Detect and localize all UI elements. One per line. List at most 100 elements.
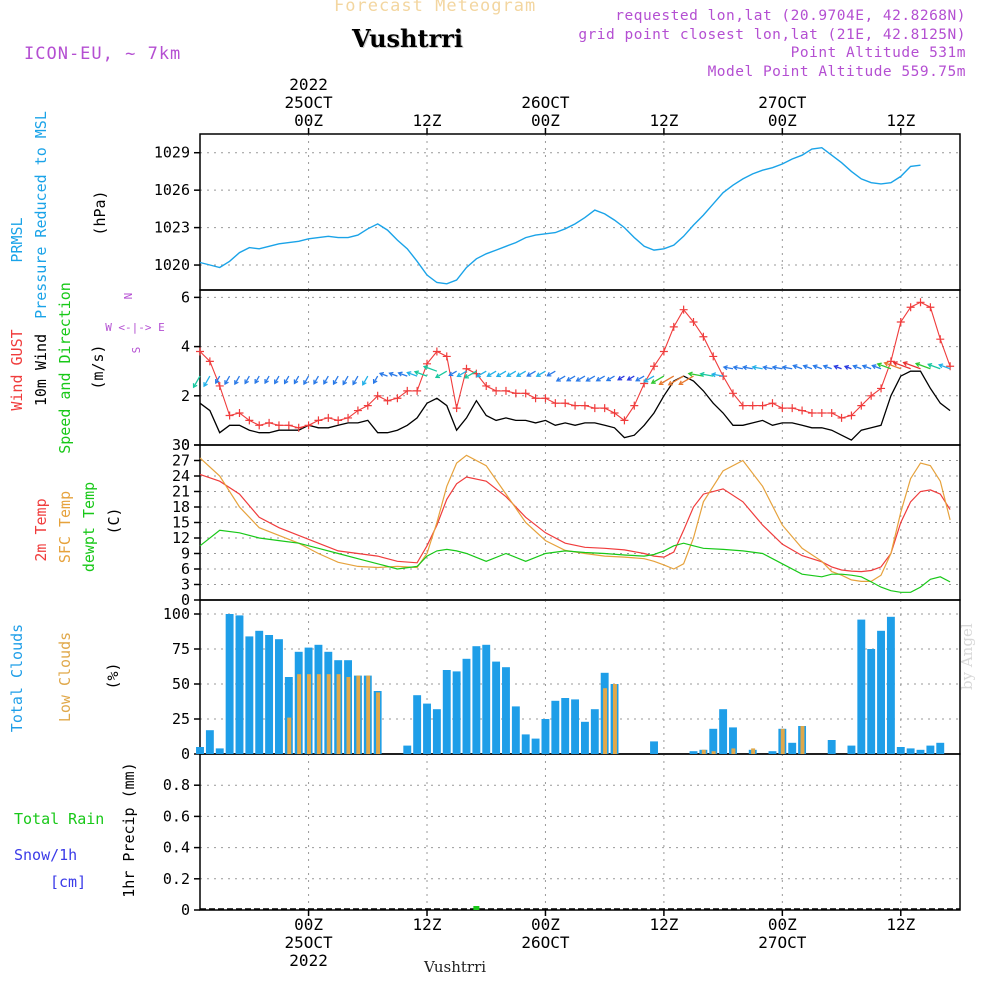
wind-gust-marker — [728, 389, 737, 398]
wind-gust-marker — [669, 322, 678, 331]
wind-direction-arrowhead — [871, 364, 877, 370]
wind-direction-arrowhead — [802, 364, 808, 370]
wind-direction-arrowhead — [283, 379, 289, 385]
low-clouds-bar — [731, 748, 736, 754]
wind-gust-marker — [265, 418, 274, 427]
wind-direction-arrowhead — [742, 365, 748, 371]
wind-direction-arrow — [284, 375, 290, 384]
wind-direction-arrow — [862, 365, 872, 370]
wind-direction-arrowhead — [751, 364, 757, 371]
wind-direction-arrow — [586, 375, 596, 382]
pressure-ytick-label: 1029 — [154, 144, 190, 162]
wind-direction-arrow — [193, 375, 201, 388]
low-clouds-bar — [612, 684, 617, 754]
bottom-time-label: 12Z — [649, 915, 678, 934]
total-clouds-bar — [551, 700, 560, 754]
wind-ytick-label: 0 — [181, 436, 190, 454]
total-clouds-bar — [442, 670, 451, 754]
wind-gust-marker — [778, 404, 787, 413]
wind-ytick-label: 6 — [181, 288, 190, 306]
wind-direction-arrow — [566, 375, 576, 382]
wind-direction-arrow — [313, 375, 320, 385]
wind-direction-arrowhead — [535, 372, 541, 377]
temperature-ytick-label: 3 — [181, 576, 190, 594]
temp-unit-label: (C) — [105, 507, 123, 534]
wind-direction-arrowhead — [362, 380, 367, 386]
compass-south: S — [130, 347, 143, 354]
low-clouds-bar — [297, 674, 302, 754]
total-clouds-bar — [580, 721, 589, 754]
wind-direction-arrow — [606, 375, 615, 382]
low-clouds-bar — [316, 674, 321, 754]
wind-direction-arrowhead — [506, 372, 512, 377]
wind-gust-marker — [738, 401, 747, 410]
temp-dewpt-line — [199, 529, 951, 593]
total-clouds-bar — [541, 719, 550, 754]
wind-gust-marker — [699, 332, 708, 341]
wind-gust-marker — [482, 381, 491, 390]
wind-gust-marker — [600, 404, 609, 413]
wind-gust-marker — [916, 298, 925, 307]
wind-direction-arrowhead — [313, 379, 318, 385]
wind-gust-marker — [551, 399, 560, 408]
clouds-ytick-label: 75 — [172, 640, 190, 658]
wind-direction-arrow — [407, 371, 418, 377]
precip-ytick-label: 0.2 — [163, 870, 190, 888]
wind-direction-arrowhead — [876, 362, 882, 368]
total-clouds-bar — [827, 740, 836, 754]
wind-gust-marker — [827, 409, 836, 418]
wind-direction-arrowhead — [635, 376, 641, 382]
wind-direction-arrow — [516, 370, 527, 377]
rain-bar — [473, 906, 480, 910]
wind-direction-arrowhead — [732, 365, 738, 371]
wind-gust-marker — [294, 423, 303, 432]
wind-direction-arrow — [872, 364, 882, 370]
wind-direction-arrow — [877, 363, 892, 370]
wind-direction-arrowhead — [274, 379, 279, 385]
wind-direction-arrowhead — [843, 365, 850, 370]
bottom-time-label: 27OCT — [758, 933, 807, 952]
bottom-time-label: 2022 — [289, 951, 328, 970]
wind-direction-arrowhead — [792, 364, 798, 370]
wind-direction-arrowhead — [781, 365, 787, 371]
wind-direction-arrow — [487, 370, 497, 377]
wind-direction-arrow — [274, 375, 280, 384]
wind-direction-arrowhead — [605, 376, 611, 382]
wind-direction-arrow — [834, 365, 842, 370]
wind-gust-marker — [235, 409, 244, 418]
wind-direction-arrow — [823, 365, 832, 370]
wind-direction-arrow — [244, 375, 250, 384]
total-clouds-bar — [413, 695, 422, 754]
low-clouds-bar — [701, 749, 706, 754]
clouds-ytick-label: 25 — [172, 710, 190, 728]
wind-direction-arrow — [476, 370, 487, 378]
wind-gust-marker — [383, 396, 392, 405]
wind-gust-marker — [630, 401, 639, 410]
wind-direction-arrowhead — [323, 379, 328, 385]
wind-direction-arrowhead — [413, 370, 420, 376]
precip-ytick-label: 0.6 — [163, 807, 190, 825]
wind-gust-marker — [363, 401, 372, 410]
temperature-ytick-label: 21 — [172, 483, 190, 501]
wind-direction-arrowhead — [771, 365, 777, 371]
wind-direction-arrowhead — [585, 377, 591, 382]
wind-direction-arrow — [293, 375, 300, 384]
wind-direction-arrow — [678, 375, 694, 385]
wind-direction-arrow — [254, 375, 260, 384]
wind-direction-arrow — [323, 375, 329, 385]
wind-gust-marker — [689, 317, 698, 326]
wind-gust-marker — [580, 401, 589, 410]
wind-direction-arrowhead — [566, 376, 572, 382]
temperature-ytick-label: 9 — [181, 545, 190, 563]
total-clouds-bar — [482, 644, 491, 754]
wind-direction-arrow — [884, 362, 902, 370]
wind-direction-arrow — [556, 375, 566, 382]
temperature-ytick-label: 0 — [181, 591, 190, 609]
top-time-label: 27OCT — [758, 93, 807, 112]
precip-label-rain: Total Rain — [14, 810, 104, 828]
wind-direction-arrowhead — [234, 380, 239, 386]
wind-direction-arrow — [733, 366, 743, 370]
pressure-frame — [199, 133, 961, 291]
low-clouds-bar — [711, 751, 716, 754]
